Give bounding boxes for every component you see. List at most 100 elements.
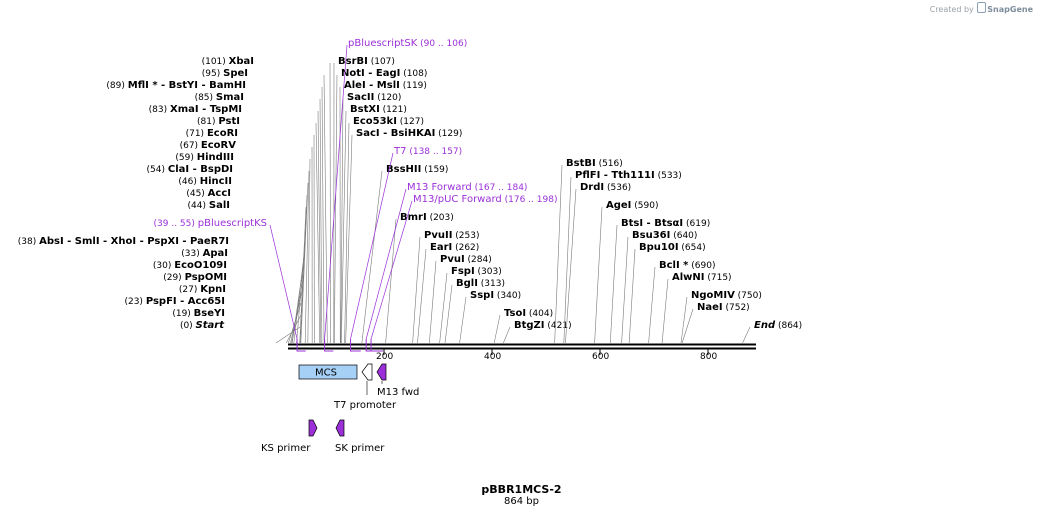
site-label-mfli[interactable]: (89) MflI * - BstYI - BamHI xyxy=(106,80,246,91)
site-label-bmri[interactable]: BmrI (203) xyxy=(400,212,454,223)
site-position: (44) xyxy=(188,201,209,211)
site-label-psti[interactable]: (81) PstI xyxy=(197,116,240,127)
site-label-hindiii[interactable]: (59) HindIII xyxy=(175,152,234,163)
site-label-xbai[interactable]: (101) XbaI xyxy=(202,56,254,67)
primer-label-m13-forward[interactable]: M13 Forward (167 .. 184) xyxy=(407,182,527,193)
mcs-feature[interactable] xyxy=(298,364,358,380)
site-label-xmai[interactable]: (83) XmaI - TspMI xyxy=(149,104,242,115)
site-leader-noti xyxy=(334,74,338,344)
site-position: (120) xyxy=(374,93,401,103)
primer-label-pbluescriptsk[interactable]: pBluescriptSK (90 .. 106) xyxy=(348,38,467,49)
site-position: (127) xyxy=(397,117,424,127)
site-label-sacii[interactable]: SacII (120) xyxy=(347,92,401,103)
site-label-alei[interactable]: AleI - MslI (119) xyxy=(344,80,427,91)
site-label-pspomi[interactable]: (29) PspOMI xyxy=(163,272,227,283)
site-label-clai[interactable]: (54) ClaI - BspDI xyxy=(147,164,233,175)
site-label-bstxi[interactable]: BstXI (121) xyxy=(350,104,407,115)
site-name: AbsI xyxy=(39,236,64,247)
primer-name: T7 xyxy=(393,146,406,157)
site-label-saci[interactable]: SacI - BsiHKAI (129) xyxy=(356,128,462,139)
site-label-btgzi[interactable]: BtgZI (421) xyxy=(514,320,572,331)
sk-primer-arrow-icon[interactable] xyxy=(335,419,345,437)
site-label-spei[interactable]: (95) SpeI xyxy=(202,68,248,79)
primer-leader-m13-forward xyxy=(365,188,407,340)
site-label-eco53ki[interactable]: Eco53kI (127) xyxy=(353,116,424,127)
site-label-bseyi[interactable]: (19) BseYI xyxy=(172,308,225,319)
t7-promoter-label: T7 promoter xyxy=(333,400,397,411)
site-label-bsu36i[interactable]: Bsu36I (640) xyxy=(632,230,697,241)
site-label-ngomiv[interactable]: NgoMIV (750) xyxy=(691,290,762,301)
site-label-apai[interactable]: (33) ApaI xyxy=(181,248,228,259)
site-label-sspi[interactable]: SspI (340) xyxy=(470,290,521,301)
site-label-noti[interactable]: NotI - EagI (108) xyxy=(341,68,427,79)
site-label-bcli[interactable]: BclI * (690) xyxy=(659,260,715,271)
site-name: End xyxy=(754,320,776,331)
site-leader-hincii xyxy=(300,182,309,344)
site-label-btsi[interactable]: BtsI - BtsαI (619) xyxy=(621,218,710,229)
site-isoschizomers: - Tth111I xyxy=(600,170,654,181)
site-label-ecorv[interactable]: (67) EcoRV xyxy=(180,140,237,151)
primer-label-m13-puc-forward[interactable]: M13/pUC Forward (176 .. 198) xyxy=(413,194,557,205)
site-position: (864) xyxy=(775,321,802,331)
site-label-hincii[interactable]: (46) HincII xyxy=(178,176,232,187)
site-name: SalI xyxy=(209,200,230,211)
site-label-naei[interactable]: NaeI (752) xyxy=(697,302,750,313)
site-name: AccI xyxy=(208,188,231,199)
site-position: (89) xyxy=(106,81,127,91)
mcs-label: MCS xyxy=(315,368,337,379)
site-isoschizomers: - BsiHKAI xyxy=(380,128,436,139)
site-name: SacI xyxy=(356,128,380,139)
site-label-eari[interactable]: EarI (262) xyxy=(430,242,479,253)
site-label-absi[interactable]: (38) AbsI - SmlI - XhoI - PspXI - PaeR7I xyxy=(18,236,229,247)
site-position: (590) xyxy=(631,201,658,211)
site-label-alwni[interactable]: AlwNI (715) xyxy=(672,272,732,283)
site-leader-bstbi xyxy=(554,164,563,344)
site-label-ecori[interactable]: (71) EcoRI xyxy=(186,128,238,139)
primer-name: pBluescriptKS xyxy=(198,218,267,229)
site-label-bpu10i[interactable]: Bpu10I (654) xyxy=(639,242,706,253)
t7-promoter-arrow-icon[interactable] xyxy=(361,363,373,381)
m13-fwd-arrow-icon[interactable] xyxy=(376,363,387,381)
primer-binding-layer: (39 .. 55) pBluescriptKS pBluescriptSK (9… xyxy=(154,38,557,352)
site-label-end[interactable]: End (864) xyxy=(754,320,802,331)
site-leader-clai xyxy=(304,170,310,344)
site-leader-btsi xyxy=(609,224,618,344)
site-label-pvuii[interactable]: PvuII (253) xyxy=(424,230,479,241)
site-label-bgli[interactable]: BglI (313) xyxy=(456,278,505,289)
site-label-start[interactable]: (0) Start xyxy=(180,320,225,331)
site-label-tsoi[interactable]: TsoI (404) xyxy=(504,308,553,319)
site-leader-bgli xyxy=(444,284,453,344)
site-position: (313) xyxy=(478,279,505,289)
site-leader-end xyxy=(742,326,751,344)
site-label-bstbi[interactable]: BstBI (516) xyxy=(566,158,623,169)
site-name: PspOMI xyxy=(185,272,227,283)
primer-label-t7[interactable]: T7 (138 .. 157) xyxy=(393,146,462,157)
site-leader-smai xyxy=(319,98,323,344)
site-label-pflfi[interactable]: PflFI - Tth111I (533) xyxy=(575,170,682,181)
site-label-drdi[interactable]: DrdI (536) xyxy=(580,182,631,193)
site-name: SacII xyxy=(347,92,374,103)
site-name: SmaI xyxy=(216,92,244,103)
site-label-ecoo109i[interactable]: (30) EcoO109I xyxy=(153,260,227,271)
site-position: (340) xyxy=(494,291,521,301)
site-position: (59) xyxy=(175,153,196,163)
site-leader-eco53ki xyxy=(344,122,350,344)
site-label-pvui[interactable]: PvuI (284) xyxy=(440,254,492,265)
site-position: (101) xyxy=(202,57,229,67)
site-label-kpni[interactable]: (27) KpnI xyxy=(179,284,226,295)
ks-primer-arrow-icon[interactable] xyxy=(308,419,318,437)
site-position: (19) xyxy=(172,309,193,319)
site-label-fspi[interactable]: FspI (303) xyxy=(451,266,502,277)
site-label-sali[interactable]: (44) SalI xyxy=(188,200,230,211)
site-label-smai[interactable]: (85) SmaI xyxy=(195,92,244,103)
m13-fwd-label: M13 fwd xyxy=(377,387,419,398)
site-label-acci[interactable]: (45) AccI xyxy=(186,188,231,199)
site-position: (46) xyxy=(178,177,199,187)
site-name: ClaI xyxy=(168,164,189,175)
site-leader-alwni xyxy=(661,278,669,344)
site-label-bsshii[interactable]: BssHII (159) xyxy=(386,164,448,175)
site-label-bsrbi[interactable]: BsrBI (107) xyxy=(338,56,395,67)
site-label-agei[interactable]: AgeI (590) xyxy=(606,200,658,211)
site-label-pspfi[interactable]: (23) PspFI - Acc65I xyxy=(124,296,225,307)
primer-label-pbluescriptks[interactable]: (39 .. 55) pBluescriptKS xyxy=(154,218,267,229)
